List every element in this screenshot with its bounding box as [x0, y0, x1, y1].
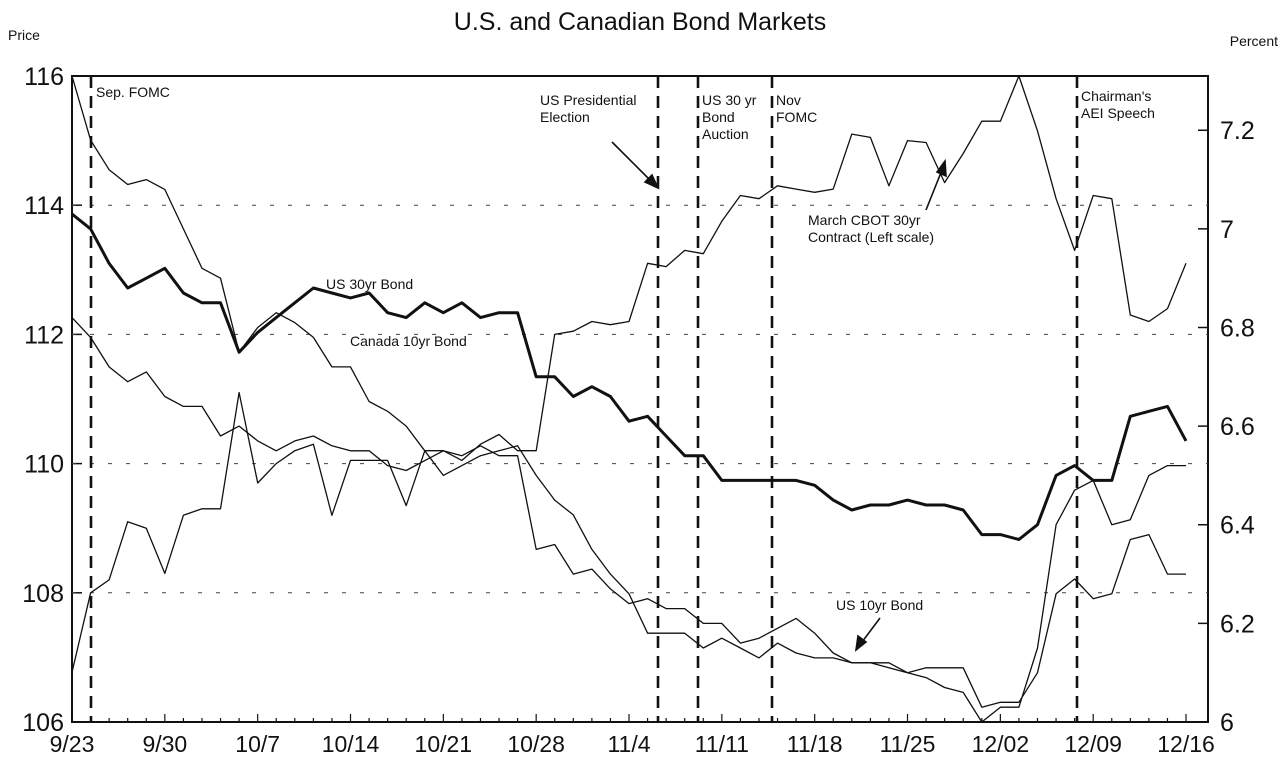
arrow-head: [854, 634, 868, 652]
x-tick-label: 9/23: [50, 731, 95, 757]
y2-tick-label: 6: [1220, 709, 1234, 737]
annotation: Nov FOMC: [776, 92, 818, 125]
series-label: March CBOT 30yr Contract (Left scale): [808, 212, 935, 245]
series-line: [71, 75, 1186, 723]
y2-axis-label: Percent: [1230, 33, 1278, 49]
y2-tick-label: 6.6: [1220, 413, 1255, 441]
x-tick-label: 12/16: [1157, 731, 1215, 757]
x-tick-label: 10/14: [322, 731, 380, 757]
y2-tick-label: 6.2: [1220, 610, 1255, 638]
y2-tick-label: 6.4: [1220, 512, 1255, 540]
annotation: Chairman's AEI Speech: [1081, 88, 1155, 121]
arrow: [925, 169, 943, 211]
arrows: [611, 141, 947, 652]
y-tick-label: 116: [24, 63, 64, 91]
x-tick-label: 10/7: [235, 731, 280, 757]
y-tick-label: 110: [24, 451, 64, 479]
x-tick-label: 9/30: [142, 731, 187, 757]
y2-tick-label: 7.2: [1220, 117, 1255, 145]
series-label: US 30yr Bond: [326, 276, 414, 292]
y2-tick-label: 7: [1220, 216, 1234, 244]
x-tick-label: 12/09: [1064, 731, 1122, 757]
annotation: US 30 yr Bond Auction: [702, 92, 757, 142]
y-tick-label: 108: [22, 580, 64, 608]
series-line: [71, 75, 1187, 673]
arrow: [611, 141, 653, 183]
series-label: US 10yr Bond: [836, 597, 924, 613]
x-tick-label: 10/21: [415, 731, 473, 757]
x-tick-label: 11/11: [695, 731, 749, 757]
series-line: [71, 212, 1188, 541]
annotation: Sep. FOMC: [96, 84, 170, 100]
y-tick-label: 112: [24, 321, 64, 349]
x-tick-label: 11/25: [880, 731, 936, 757]
chart-title: U.S. and Canadian Bond Markets: [454, 8, 826, 36]
series-line: [71, 317, 1186, 708]
y-axis-label: Price: [8, 27, 40, 43]
x-tick-label: 10/28: [507, 731, 565, 757]
y-tick-label: 106: [22, 709, 64, 737]
x-tick-label: 11/4: [607, 731, 650, 757]
x-tick-label: 11/18: [787, 731, 843, 757]
annotation: US Presidential Election: [540, 92, 637, 125]
series-label: Canada 10yr Bond: [350, 333, 467, 349]
arrow-head: [643, 173, 660, 190]
arrow: [861, 617, 881, 643]
y2-tick-label: 6.8: [1220, 314, 1255, 342]
y-tick-label: 114: [24, 192, 64, 220]
x-tick-label: 12/02: [972, 731, 1030, 757]
plot-frame: [71, 75, 1209, 723]
